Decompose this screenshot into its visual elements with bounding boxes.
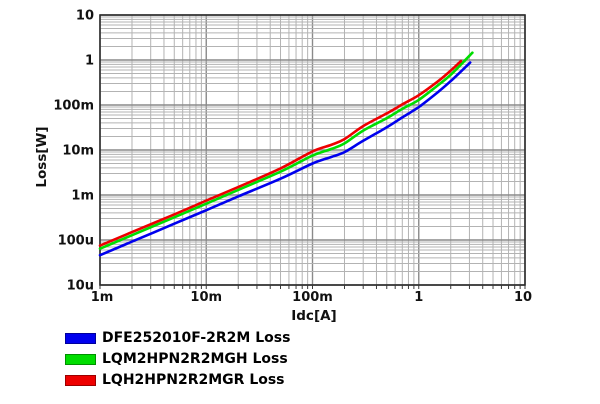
plot-border: [99, 14, 526, 286]
x-tick-1: 1: [414, 290, 423, 305]
x-tick-100m: 100m: [292, 290, 333, 305]
legend-item-lqh2hpn: LQH2HPN2R2MGR Loss: [65, 372, 290, 388]
legend-item-lqm2hpn: LQM2HPN2R2MGH Loss: [65, 351, 290, 367]
y-tick-10m: 10m: [62, 144, 94, 159]
y-tick-10: 10: [76, 9, 94, 24]
legend-item-dfe252010f: DFE252010F-2R2M Loss: [65, 330, 290, 346]
y-tick-100u: 100u: [58, 234, 94, 249]
legend-swatch-red: [65, 374, 96, 386]
y-axis-title: Loss[W]: [34, 126, 50, 187]
curve-dfe252010f-2r2m: [98, 61, 472, 257]
curve-lqh2hpn2r2mgr: [98, 59, 463, 247]
y-tick-1m: 1m: [71, 189, 94, 204]
x-axis-title: Idc[A]: [291, 308, 336, 324]
x-tick-labels: 1m 10m 100m 1 10: [91, 290, 532, 305]
y-tick-labels: 10 1 100m 10m 1m 100u 10u: [53, 9, 94, 294]
curve-lqm2hpn2r2mgh: [98, 51, 474, 250]
x-tick-1m: 1m: [91, 290, 114, 305]
x-tick-10: 10: [514, 290, 532, 305]
legend-swatch-green: [65, 353, 96, 365]
legend-swatch-blue: [65, 332, 96, 344]
legend-label-dfe252010f: DFE252010F-2R2M Loss: [102, 330, 291, 346]
curves-group: [98, 51, 474, 257]
y-tick-100m: 100m: [53, 99, 94, 114]
x-tick-10m: 10m: [190, 290, 222, 305]
legend-label-lqh2hpn: LQH2HPN2R2MGR Loss: [102, 372, 285, 388]
y-tick-1: 1: [85, 54, 94, 69]
legend: DFE252010F-2R2M Loss LQM2HPN2R2MGH Loss …: [65, 330, 290, 388]
legend-label-lqm2hpn: LQM2HPN2R2MGH Loss: [102, 351, 288, 367]
y-tick-10u: 10u: [67, 279, 94, 294]
